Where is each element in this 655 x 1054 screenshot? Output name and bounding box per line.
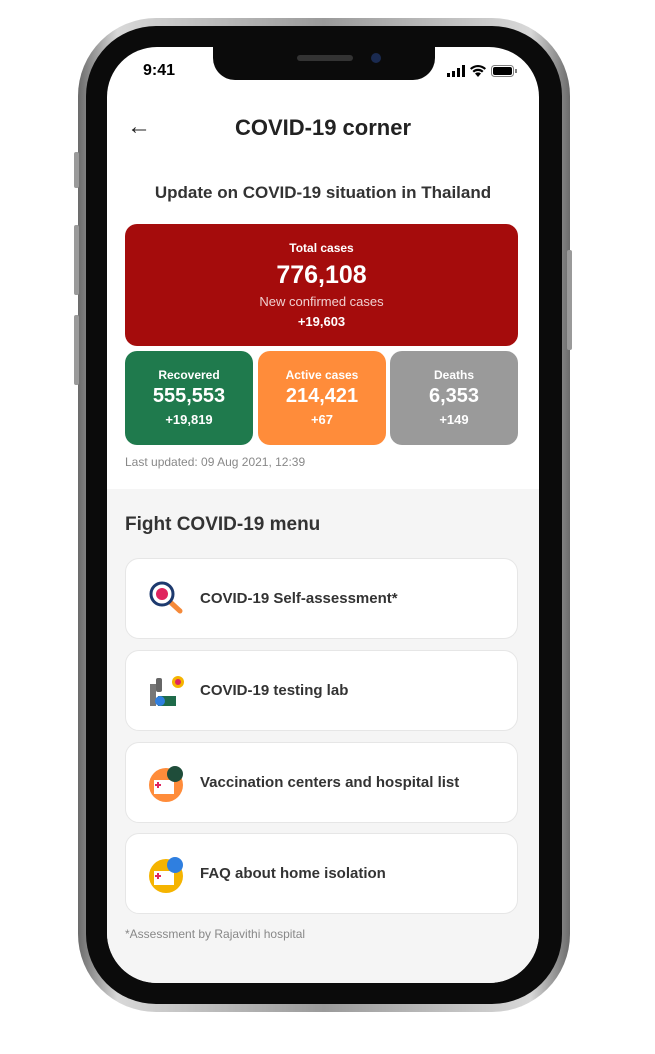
recovered-value: 555,553 [152,385,226,407]
back-arrow-icon[interactable]: ← [127,113,151,140]
hospital-vaccine-icon [148,764,186,802]
active-cases-card: Active cases 214,421 +67 [258,351,386,445]
menu-item-label: COVID-19 Self-assessment* [200,590,398,607]
menu-item-label: FAQ about home isolation [200,865,386,882]
page-title: COVID-19 corner [234,115,412,140]
deaths-label: Deaths [433,368,474,382]
menu-item-home-isolation-faq[interactable]: FAQ about home isolation [125,833,518,914]
total-cases-card: Total cases 776,108 New confirmed cases … [125,224,518,346]
recovered-card: Recovered 555,553 +19,819 [125,351,253,445]
new-cases-label: New confirmed cases [259,294,384,309]
menu-item-label: COVID-19 testing lab [200,682,349,699]
magnifier-virus-icon [148,580,186,618]
volume-up-button [74,225,79,295]
deaths-value: 6,353 [428,385,480,407]
menu-heading: Fight COVID-19 menu [125,514,321,535]
menu-item-self-assessment[interactable]: COVID-19 Self-assessment* [125,558,518,639]
active-value: 214,421 [285,385,359,407]
deaths-delta: +149 [439,412,469,427]
home-isolation-icon [148,855,186,893]
signal-icon [447,65,465,77]
total-cases-label: Total cases [289,241,354,255]
menu-item-vaccination-centers[interactable]: Vaccination centers and hospital list [125,742,518,823]
notch [213,47,435,80]
status-time: 9:41 [143,62,176,79]
power-button [567,250,572,350]
volume-down-button [74,315,79,385]
battery-icon [491,65,517,77]
microscope-icon [148,672,186,710]
recovered-delta: +19,819 [165,412,213,427]
screen: 9:41 ← COVID-19 corner Update on COVID-1… [107,47,539,983]
mute-switch [74,152,79,188]
total-cases-value: 776,108 [276,261,367,289]
status-icons [447,65,517,77]
deaths-card: Deaths 6,353 +149 [390,351,518,445]
wifi-icon [470,65,486,77]
footnote: *Assessment by Rajavithi hospital [125,927,306,941]
new-cases-value: +19,603 [297,314,346,329]
section-subtitle: Update on COVID-19 situation in Thailand [154,183,492,202]
active-label: Active cases [285,368,359,382]
menu-item-testing-lab[interactable]: COVID-19 testing lab [125,650,518,731]
recovered-label: Recovered [158,368,220,382]
menu-item-label: Vaccination centers and hospital list [200,774,460,791]
active-delta: +67 [310,412,334,427]
last-updated: Last updated: 09 Aug 2021, 12:39 [125,455,306,469]
